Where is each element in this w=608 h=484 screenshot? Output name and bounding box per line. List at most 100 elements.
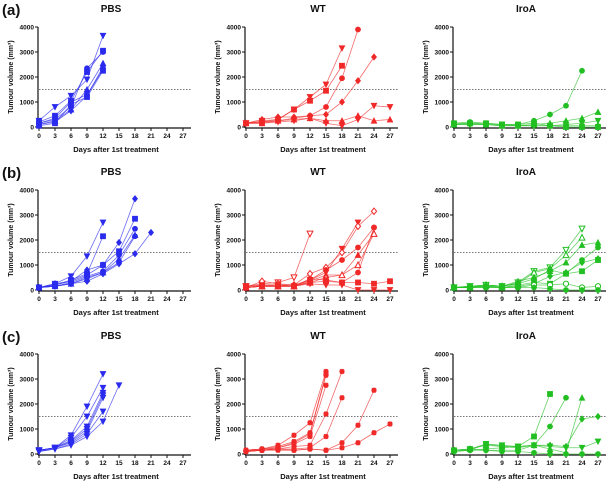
data-point: [371, 280, 377, 287]
data-point: [275, 447, 281, 453]
data-point: [290, 115, 298, 123]
data-point: [51, 104, 59, 111]
y-tick-label: 0: [237, 288, 241, 295]
data-point: [52, 282, 58, 290]
x-tick-label: 0: [452, 460, 456, 467]
data-point: [132, 250, 138, 258]
y-tick-label: 1000: [435, 427, 450, 434]
data-point: [578, 444, 586, 452]
data-point: [291, 447, 297, 453]
x-tick-label: 15: [530, 133, 538, 140]
series-line: [245, 371, 327, 451]
data-point: [306, 94, 314, 101]
data-point: [531, 433, 537, 440]
panel-title: WT: [310, 331, 326, 342]
series-line: [245, 423, 391, 452]
x-tick-label: 6: [69, 296, 73, 303]
series-line: [245, 373, 327, 451]
y-tick-label: 3000: [20, 213, 35, 220]
y-tick-label: 3000: [435, 213, 450, 220]
data-point: [546, 443, 554, 451]
data-point: [83, 403, 91, 411]
x-tick-label: 9: [292, 460, 296, 467]
data-point: [547, 391, 553, 397]
x-tick-label: 9: [85, 296, 89, 303]
x-tick-label: 12: [306, 296, 314, 303]
data-point: [339, 257, 345, 263]
x-tick-label: 15: [322, 460, 330, 467]
data-point: [290, 283, 298, 290]
x-tick-label: 0: [452, 296, 456, 303]
data-point: [68, 280, 74, 288]
data-point: [370, 117, 378, 124]
x-axis-label: Days after 1st treatment: [73, 145, 159, 154]
x-tick-label: 0: [37, 133, 41, 140]
x-tick-label: 24: [163, 133, 171, 140]
y-tick-label: 1000: [435, 263, 450, 270]
x-tick-label: 9: [500, 133, 504, 140]
data-point: [355, 440, 361, 446]
x-tick-label: 3: [260, 133, 264, 140]
data-point: [451, 448, 457, 455]
panel-iroa: IroA 0 1000 2000 3000 4000 0 3 6 9 12 15 18 21 24 27 Day…: [423, 4, 606, 154]
y-axis-label: Tumour volume (mm³): [423, 203, 430, 276]
panel-title: PBS: [101, 331, 122, 342]
x-tick-label: 18: [131, 296, 139, 303]
y-tick-label: 3000: [227, 377, 242, 384]
x-axis-label: Days after 1st treatment: [73, 472, 159, 481]
panel-pbs: PBS 0 1000 2000 3000 4000 0 3 6 9 12 15 18 21 24 27 Days…: [8, 4, 191, 154]
data-point: [595, 244, 601, 251]
x-tick-label: 12: [99, 296, 107, 303]
data-point: [354, 287, 362, 294]
data-point: [579, 451, 585, 457]
data-point: [291, 106, 297, 113]
data-point: [531, 122, 537, 130]
x-tick-label: 18: [546, 133, 554, 140]
x-tick-label: 27: [386, 296, 394, 303]
data-point: [547, 451, 553, 457]
y-tick-label: 2000: [435, 238, 450, 245]
x-tick-label: 0: [244, 460, 248, 467]
panel-wt: WT 0 1000 2000 3000 4000 0 3 6 9 12 15 18 21 24 27 Days …: [215, 331, 398, 481]
data-point: [467, 120, 473, 129]
x-tick-label: 18: [338, 460, 346, 467]
series-line: [453, 441, 599, 452]
series: [451, 120, 601, 130]
data-point: [339, 440, 345, 446]
x-tick-label: 6: [276, 296, 280, 303]
data-point: [595, 451, 601, 457]
series-line: [453, 449, 598, 455]
data-point: [323, 104, 329, 110]
data-point: [531, 284, 537, 291]
data-point: [323, 87, 329, 94]
data-point: [242, 119, 250, 127]
data-point: [563, 394, 569, 401]
panel-label: (b): [2, 165, 21, 182]
x-tick-label: 18: [131, 133, 139, 140]
y-tick-label: 1000: [227, 263, 242, 270]
y-tick-label: 1000: [20, 100, 35, 107]
series: [36, 228, 154, 292]
x-tick-label: 21: [147, 133, 155, 140]
data-point: [35, 448, 43, 456]
y-axis-label: Tumour volume (mm³): [215, 40, 222, 113]
y-tick-label: 3000: [227, 50, 242, 57]
x-axis-label: Days after 1st treatment: [73, 308, 159, 317]
x-tick-label: 24: [370, 133, 378, 140]
data-point: [370, 102, 378, 110]
x-tick-label: 9: [292, 296, 296, 303]
data-point: [594, 117, 602, 125]
x-tick-label: 15: [530, 460, 538, 467]
panel-wt: WT 0 1000 2000 3000 4000 0 3 6 9 12 15 18 21 24 27 Days …: [215, 167, 398, 317]
data-point: [338, 282, 346, 289]
x-tick-label: 6: [69, 133, 73, 140]
data-point: [52, 115, 58, 122]
x-tick-label: 21: [562, 133, 570, 140]
series: [35, 382, 123, 456]
y-tick-label: 4000: [227, 188, 242, 195]
data-point: [338, 45, 346, 52]
y-tick-label: 1000: [227, 100, 242, 107]
y-tick-label: 0: [445, 452, 449, 459]
x-tick-label: 21: [562, 296, 570, 303]
y-tick-label: 0: [445, 125, 449, 132]
